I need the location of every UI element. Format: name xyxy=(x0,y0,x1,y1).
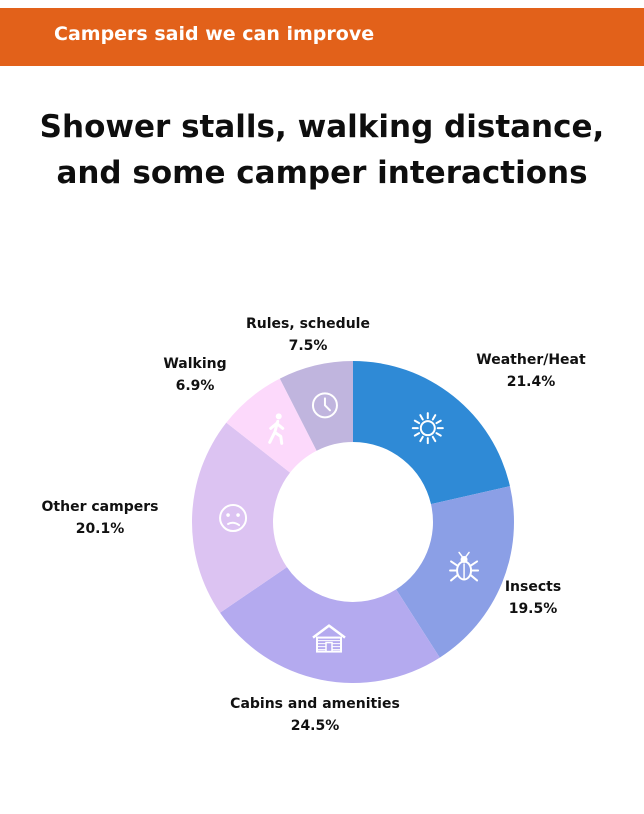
banner-title: Campers said we can improve xyxy=(54,23,375,45)
confused-face-icon xyxy=(219,504,248,533)
walking-person-icon xyxy=(268,413,285,445)
slice-label-insects: Insects xyxy=(505,579,561,595)
clock-icon xyxy=(311,392,338,419)
slice-label-rules-schedule: Rules, schedule xyxy=(246,316,370,332)
sun-icon xyxy=(411,412,444,445)
slice-label-walking: Walking xyxy=(163,356,226,372)
slice-weather-heat xyxy=(353,361,510,505)
headline-line-2: and some camper interactions xyxy=(56,155,588,191)
page-headline: Shower stalls, walking distance, and som… xyxy=(0,104,644,196)
header-banner: Campers said we can improve xyxy=(0,8,644,66)
slice-insects xyxy=(396,486,514,658)
slice-rules-schedule xyxy=(279,361,353,451)
slice-icons xyxy=(219,392,480,653)
bug-icon xyxy=(449,551,480,582)
slice-value-walking: 6.9% xyxy=(176,378,215,394)
slice-value-other-campers: 20.1% xyxy=(76,521,125,537)
cabin-icon xyxy=(312,624,346,653)
slice-value-insects: 19.5% xyxy=(509,601,558,617)
slice-value-weather-heat: 21.4% xyxy=(507,374,556,390)
slice-label-cabins-and-amenities: Cabins and amenities xyxy=(230,696,400,712)
slice-value-cabins-and-amenities: 24.5% xyxy=(291,718,340,734)
slice-label-other-campers: Other campers xyxy=(42,499,159,515)
slice-labels: Weather/Heat 21.4% Insects 19.5% Cabins and … xyxy=(42,316,586,734)
slice-other-campers xyxy=(191,422,291,613)
slice-label-weather-heat: Weather/Heat xyxy=(476,352,586,368)
headline-line-1: Shower stalls, walking distance, xyxy=(39,109,605,145)
donut-slices xyxy=(191,361,514,683)
slice-walking xyxy=(226,378,317,473)
slice-value-rules-schedule: 7.5% xyxy=(289,338,328,354)
